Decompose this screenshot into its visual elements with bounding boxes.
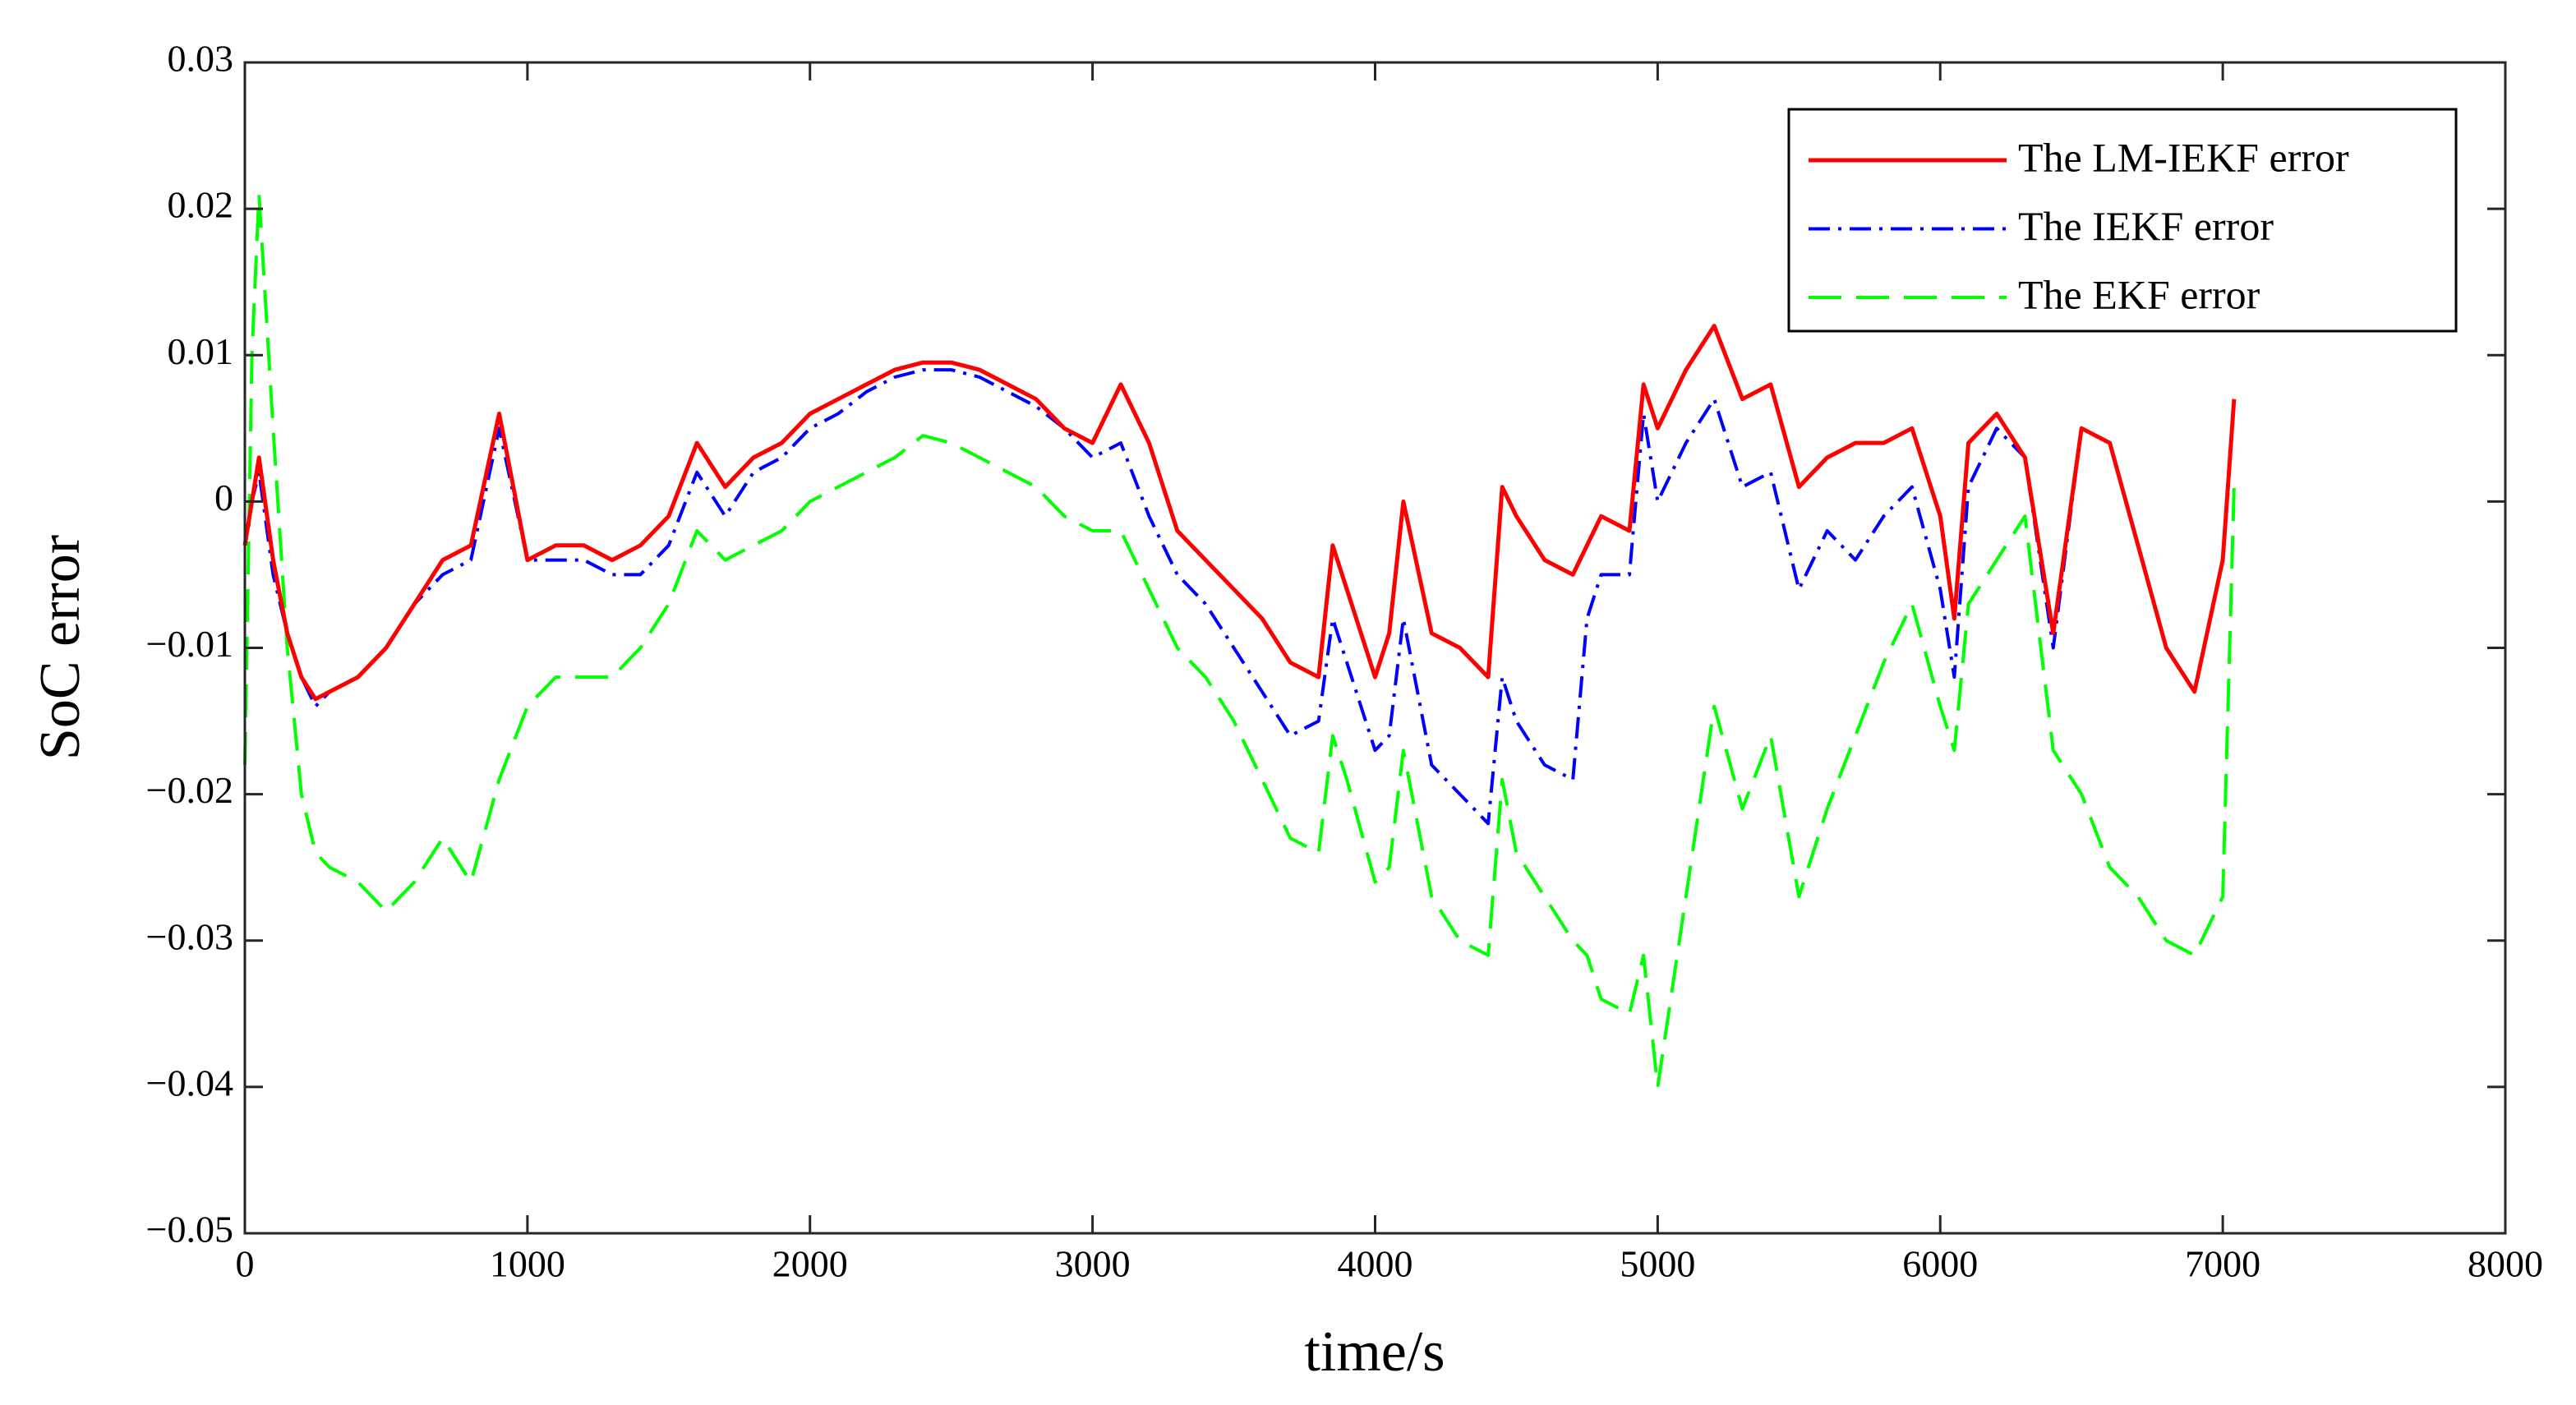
y-tick-label: 0.02 bbox=[168, 184, 234, 226]
y-tick-label: −0.03 bbox=[146, 915, 233, 957]
x-tick-label: 1000 bbox=[490, 1243, 565, 1285]
x-tick-label: 0 bbox=[236, 1243, 255, 1285]
x-tick-label: 8000 bbox=[2468, 1243, 2543, 1285]
x-tick-label: 3000 bbox=[1055, 1243, 1131, 1285]
x-tick-label: 6000 bbox=[1902, 1243, 1978, 1285]
y-tick-label: 0.01 bbox=[168, 330, 234, 372]
x-tick-label: 4000 bbox=[1338, 1243, 1413, 1285]
legend-label: The LM-IEKF error bbox=[2018, 134, 2349, 180]
x-tick-label: 7000 bbox=[2185, 1243, 2260, 1285]
legend-label: The EKF error bbox=[2018, 271, 2260, 317]
legend-label: The IEKF error bbox=[2018, 203, 2274, 249]
y-tick-label: −0.02 bbox=[146, 769, 233, 811]
y-tick-label: −0.04 bbox=[146, 1062, 233, 1103]
x-tick-label: 5000 bbox=[1620, 1243, 1695, 1285]
y-axis-label: SoC error bbox=[29, 535, 92, 760]
y-tick-label: −0.01 bbox=[146, 623, 233, 665]
x-tick-label: 2000 bbox=[772, 1243, 848, 1285]
series-line bbox=[242, 324, 2237, 702]
y-tick-label: 0.03 bbox=[168, 38, 234, 80]
y-tick-label: −0.05 bbox=[146, 1209, 233, 1251]
y-tick-label: 0 bbox=[214, 477, 233, 518]
series-line bbox=[243, 192, 2236, 1089]
legend-box bbox=[1787, 108, 2458, 333]
x-axis-label: time/s bbox=[1304, 1320, 1445, 1384]
